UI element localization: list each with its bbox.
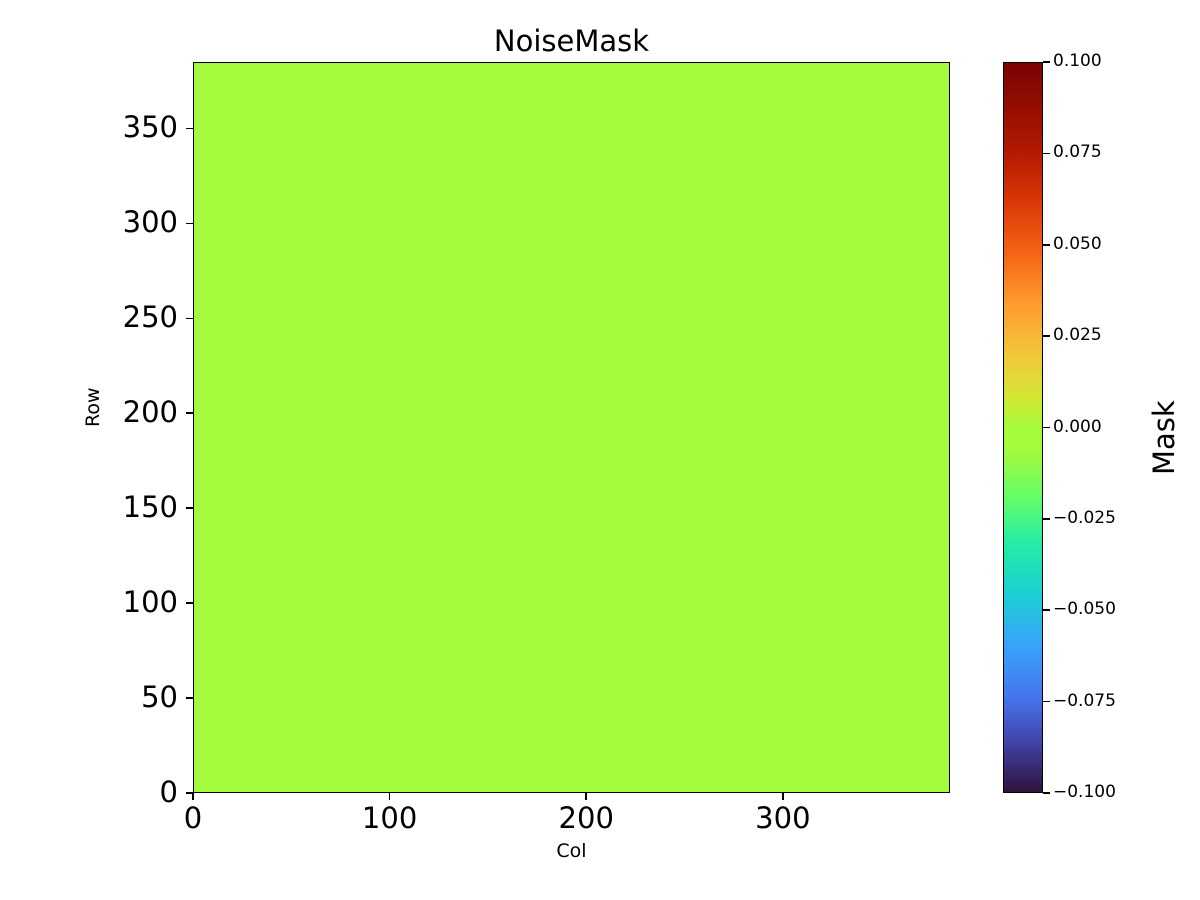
- x-tick-label: 300: [755, 801, 811, 835]
- colorbar-tick-mark: [1043, 152, 1050, 155]
- y-tick-mark: [186, 507, 193, 509]
- heatmap-axes[interactable]: [193, 62, 950, 793]
- x-axis-label: Col: [556, 840, 587, 862]
- y-tick-label: 0: [159, 775, 178, 809]
- x-tick-label: 0: [183, 801, 203, 835]
- y-tick-label: 300: [122, 205, 178, 240]
- y-tick-label: 100: [122, 585, 178, 620]
- y-tick-mark: [186, 222, 193, 225]
- y-tick-mark: [186, 602, 193, 604]
- x-tick-mark: [192, 793, 194, 800]
- x-tick-mark: [388, 793, 391, 800]
- colorbar[interactable]: [1003, 62, 1043, 793]
- colorbar-tick-label: −0.025: [1053, 507, 1116, 528]
- y-tick-label: 150: [122, 490, 178, 525]
- y-tick-mark: [186, 792, 193, 794]
- colorbar-tick-label: −0.075: [1053, 690, 1116, 711]
- y-tick-label: 200: [122, 395, 178, 430]
- x-tick-label: 200: [558, 801, 614, 835]
- colorbar-label: Mask: [1147, 400, 1181, 475]
- page-title: NoiseMask: [493, 24, 650, 58]
- y-axis-label: Row: [82, 387, 104, 427]
- colorbar-tick-label: 0.075: [1053, 142, 1102, 163]
- colorbar-tick-label: 0.100: [1053, 51, 1102, 71]
- y-tick-label: 50: [141, 680, 178, 715]
- colorbar-tick-label: −0.050: [1053, 599, 1116, 620]
- colorbar-tick-mark: [1043, 243, 1050, 246]
- y-tick-label: 350: [122, 110, 178, 145]
- y-tick-mark: [186, 412, 193, 415]
- heatmap-image: [194, 63, 949, 792]
- colorbar-tick-label: 0.000: [1053, 416, 1102, 437]
- colorbar-tick-label: 0.050: [1053, 233, 1102, 254]
- colorbar-tick-mark: [1043, 700, 1050, 703]
- colorbar-tick-mark: [1043, 609, 1050, 612]
- colorbar-tick-label: −0.100: [1053, 782, 1116, 802]
- colorbar-tick-mark: [1043, 518, 1050, 520]
- y-tick-mark: [186, 127, 193, 130]
- y-tick-mark: [186, 697, 193, 699]
- colorbar-tick-mark: [1043, 335, 1050, 337]
- colorbar-tick-mark: [1043, 61, 1050, 63]
- colorbar-tick-label: 0.025: [1053, 325, 1102, 346]
- x-tick-label: 100: [361, 801, 418, 835]
- colorbar-tick-mark: [1043, 792, 1050, 794]
- x-tick-mark: [585, 793, 588, 800]
- y-tick-label: 250: [122, 300, 178, 335]
- colorbar-gradient: [1004, 63, 1042, 792]
- y-tick-mark: [186, 317, 193, 320]
- x-tick-mark: [782, 793, 784, 800]
- colorbar-tick-mark: [1043, 426, 1050, 429]
